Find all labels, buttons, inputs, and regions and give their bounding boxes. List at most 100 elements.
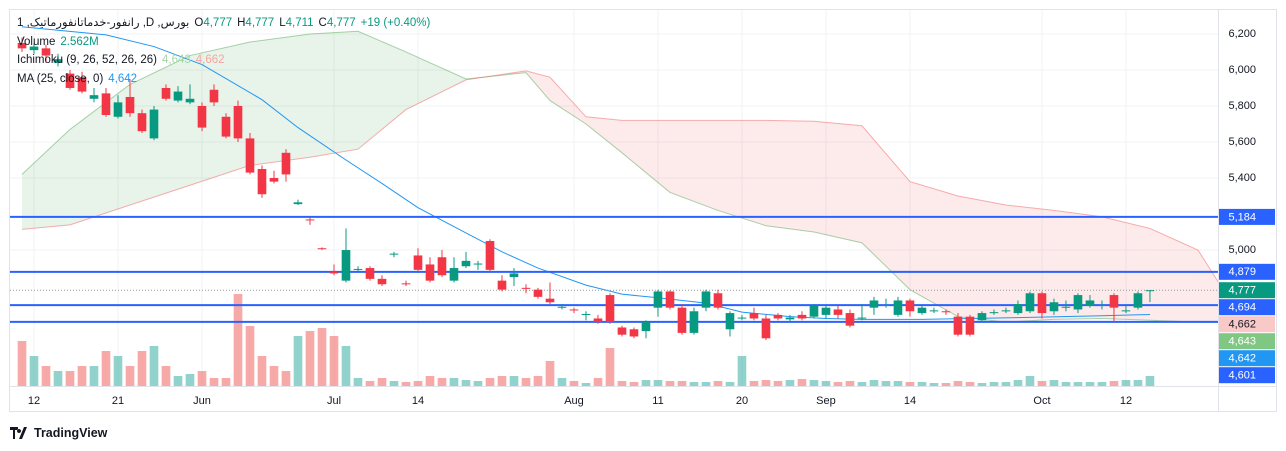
volume-bar	[917, 382, 927, 386]
cloud-fill	[525, 70, 550, 101]
volume-bar	[137, 351, 147, 386]
volume-bar	[581, 383, 591, 386]
volume-bar	[1085, 382, 1095, 386]
price-label: 4,601	[1228, 370, 1256, 382]
candle-body	[857, 317, 867, 319]
candle-body	[821, 307, 831, 315]
candle-body	[89, 95, 99, 99]
volume-bar	[797, 379, 807, 386]
volume-bar	[1037, 381, 1047, 386]
candle-body	[617, 327, 627, 335]
candle-body	[185, 98, 195, 103]
ohlc-key: L	[279, 17, 286, 29]
candle-body	[1037, 293, 1047, 314]
x-tick-label: Aug	[564, 395, 584, 407]
candle-body	[989, 312, 999, 314]
candle-body	[509, 273, 519, 278]
candle-body	[653, 291, 663, 308]
x-tick-label: Oct	[1033, 395, 1050, 407]
volume-bar	[1121, 380, 1131, 386]
y-tick-label: 5,000	[1228, 244, 1256, 256]
volume-bar	[29, 356, 39, 386]
volume-bar	[401, 382, 411, 386]
candles-layer	[17, 37, 1155, 341]
candle-body	[1109, 295, 1119, 308]
volume-bar	[245, 326, 255, 386]
candle-body	[773, 314, 783, 319]
candle-body	[17, 42, 27, 49]
symbol: 1 ,رانفور-خدماتانفورماتیک ,D ,بورس	[17, 17, 190, 29]
candle-body	[461, 260, 471, 267]
axis-layer: 5,000 5,400 5,600 5,800 6,000 6,200 12 21 Jun Jul…	[28, 28, 1275, 407]
chart-frame	[9, 9, 1277, 412]
candle-body	[425, 264, 435, 281]
ohlc-key: O	[194, 17, 204, 29]
volume-bar	[1001, 382, 1011, 386]
candle-body	[485, 241, 495, 270]
candle-body	[65, 73, 75, 88]
candle-body	[149, 109, 159, 139]
candle-body	[977, 313, 987, 321]
y-tick-label: 6,000	[1228, 64, 1256, 76]
cloud-fill	[717, 120, 766, 226]
ohlc-value: 4,777	[245, 17, 275, 29]
candle-body	[389, 253, 399, 255]
price-label-box	[1219, 208, 1275, 225]
price-label-box	[1219, 263, 1275, 280]
cloud-fill	[189, 42, 250, 186]
candle-body	[245, 138, 255, 173]
cloud-fill	[309, 31, 358, 158]
volume-bar	[857, 382, 867, 386]
candle-body	[1145, 290, 1155, 292]
candle-body	[281, 152, 291, 175]
volume-bar	[833, 382, 843, 386]
x-tick-label: 20	[736, 395, 748, 407]
ohlc-value: 4,777	[203, 17, 233, 29]
price-label: 5,184	[1228, 211, 1256, 223]
volume-bar	[17, 341, 27, 386]
candle-body	[341, 250, 351, 281]
candle-body	[1085, 300, 1095, 306]
candle-body	[581, 313, 591, 315]
volume-bar	[449, 378, 459, 386]
volume-bar	[989, 382, 999, 386]
volume-bar	[869, 380, 879, 386]
volume-bar	[521, 378, 531, 386]
price-label: 4,662	[1228, 319, 1256, 331]
volume-bar	[821, 381, 831, 386]
candle-body	[437, 257, 447, 276]
candle-body	[221, 116, 231, 137]
candle-body	[1133, 293, 1143, 308]
volume-bar	[881, 381, 891, 386]
volume-bar	[773, 381, 783, 386]
cloud-fill	[357, 31, 406, 150]
cloud-fill	[957, 196, 1006, 323]
x-tick-label: Jul	[327, 395, 341, 407]
volume-bar	[761, 380, 771, 386]
volume-bar	[1133, 380, 1143, 386]
candle-body	[317, 248, 327, 250]
volume-bar	[461, 380, 471, 386]
volume-bar	[845, 381, 855, 386]
legend-value: 2.562M	[60, 35, 99, 48]
price-label: 4,879	[1228, 266, 1256, 278]
volume-bar	[77, 366, 87, 386]
legend: 1 ,رانفور-خدماتانفورماتیک ,D ,بورس O4,777…	[17, 14, 435, 88]
volume-bar	[485, 378, 495, 386]
ma-line	[21, 26, 1150, 320]
volume-bar	[1097, 382, 1107, 386]
header-row: 1 ,رانفور-خدماتانفورماتیک ,D ,بورس O4,777…	[17, 14, 435, 33]
volume-bar	[893, 381, 903, 386]
volume-bar	[209, 378, 219, 386]
volume-bar	[1073, 382, 1083, 386]
volume-bar	[317, 328, 327, 386]
y-tick-label: 5,800	[1228, 100, 1256, 112]
ohlc-key: C	[318, 17, 327, 29]
candle-body	[689, 311, 699, 333]
candle-body	[365, 268, 375, 279]
price-label-box	[1219, 282, 1275, 299]
x-tick-label: 12	[28, 395, 40, 407]
candle-body	[1121, 310, 1131, 312]
price-label: 4,777	[1228, 285, 1256, 297]
candle-body	[809, 305, 819, 317]
